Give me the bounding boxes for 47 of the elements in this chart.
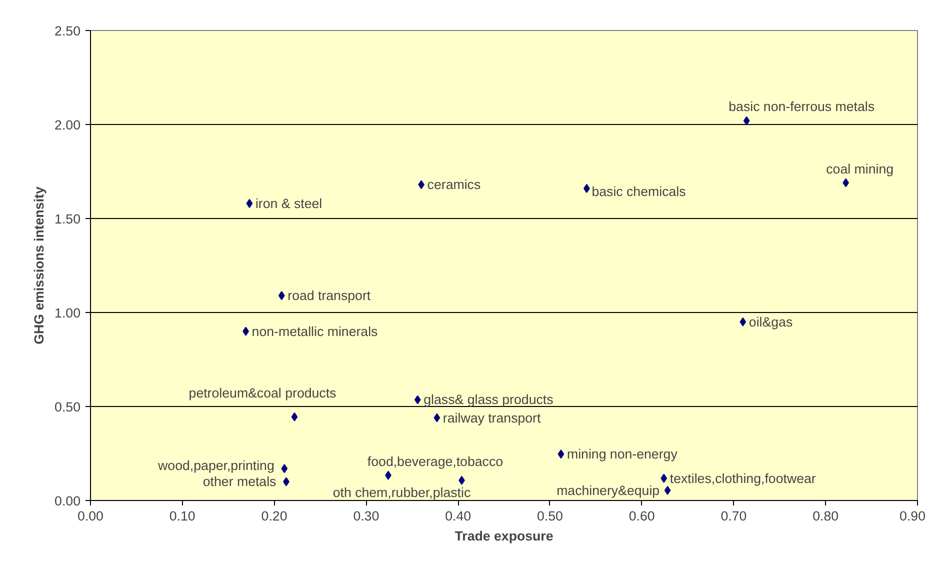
annotation: non-metallic minerals — [252, 324, 378, 339]
y-tick-label: 0.50 — [54, 400, 81, 414]
annotation: basic non-ferrous metals — [728, 99, 875, 114]
x-tick-label: 0.80 — [812, 508, 839, 524]
y-tick-label: 1.50 — [54, 212, 81, 226]
annotation: oil&gas — [748, 314, 793, 330]
point — [291, 412, 298, 422]
point — [558, 450, 564, 459]
annotation: coal mining — [826, 161, 894, 176]
y-tick-label: 0.00 — [54, 494, 81, 508]
y-tick-label: 1.00 — [54, 306, 81, 320]
point — [434, 413, 440, 422]
x-tick-label: 0.00 — [78, 508, 104, 524]
x-tick-label: 0.60 — [628, 508, 655, 524]
point — [664, 486, 671, 495]
annotation: ceramics — [427, 177, 481, 192]
x-tick-label: 0.50 — [536, 508, 563, 524]
annotation: other metals — [202, 474, 277, 490]
point — [740, 317, 746, 326]
annotation: oth chem,rubber,plastic — [332, 484, 471, 500]
y-tick-label: 2.00 — [54, 118, 81, 132]
y-tick-label: 2.50 — [54, 24, 81, 38]
y-axis-title: GHG emissions intensity — [32, 186, 47, 344]
x-tick-label: 0.30 — [353, 508, 380, 524]
annotation: iron & steel — [255, 196, 322, 211]
point — [660, 474, 668, 483]
point — [414, 395, 421, 404]
point — [278, 291, 285, 300]
point — [281, 464, 288, 474]
annotation: mining non-energy — [566, 446, 678, 462]
annotation: food,beverage,tobacco — [367, 454, 504, 469]
point — [743, 116, 750, 126]
annotation: textiles,clothing,footwear — [670, 470, 816, 486]
point — [246, 198, 253, 208]
annotation: basic chemicals — [592, 184, 686, 199]
annotation: railway transport — [442, 410, 541, 426]
x-tick-label: 0.20 — [261, 508, 288, 524]
annotation: glass& glass products — [424, 392, 554, 408]
x-tick-label: 0.10 — [169, 508, 196, 524]
annotation: wood,paper,printing — [157, 458, 274, 474]
x-tick-label: 0.90 — [900, 508, 926, 524]
x-axis-title: Trade exposure — [454, 528, 554, 544]
annotation: petroleum&coal products — [188, 385, 337, 400]
annotation: road transport — [288, 288, 371, 304]
x-tick-label: 0.70 — [720, 508, 747, 524]
x-tick-label: 0.40 — [445, 508, 472, 524]
annotation: machinery&equip — [556, 482, 660, 498]
